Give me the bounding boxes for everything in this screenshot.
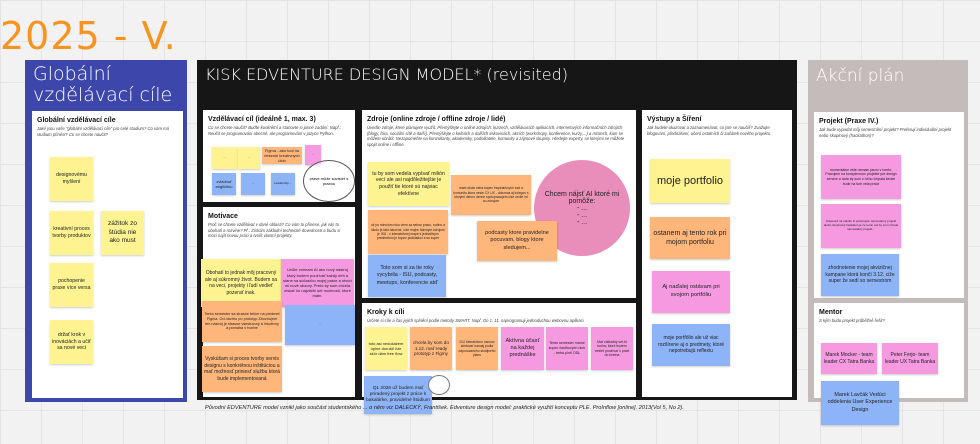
sticky-note[interactable]: ostanem aj tento rok pri mojom portfoliu xyxy=(650,217,730,259)
sticky-note[interactable]: ... xyxy=(212,147,237,169)
sticky-note[interactable]: Tento semester máme kopec časťkových úlo… xyxy=(546,327,588,370)
sticky-note[interactable]: Leadership ... xyxy=(271,173,295,195)
annotation-circle[interactable] xyxy=(428,375,450,395)
card-title: Globální vzdělávací cíle xyxy=(37,117,116,124)
sticky-note[interactable]: Marek Lavčák Vedúci oddelenia User Exper… xyxy=(821,381,899,425)
card-description: S kým budu projekt průběžně řešit? xyxy=(819,318,885,323)
sticky-note[interactable]: zvládnuť angličtinu xyxy=(212,173,236,195)
card-title: Projekt (Praxe IV.) xyxy=(819,118,879,125)
sticky-note[interactable]: držať krok v inováciách a učiť sa nové v… xyxy=(50,320,93,364)
sticky-note[interactable]: Q1 2026 už budem mať priradený projekt z… xyxy=(364,376,432,414)
card-description: Jak bude vypadat můj semestrální projekt… xyxy=(819,127,952,138)
sticky-note[interactable]: momentálne ešte nemám jasno v tomto. Pra… xyxy=(821,155,901,199)
sticky-note[interactable]: ... xyxy=(285,305,355,345)
card-description: Proč se chcete vzdělávat v dané oblasti?… xyxy=(208,222,341,239)
sticky-note[interactable]: ... xyxy=(241,173,265,195)
card-description: Co se chcete naučit? Buďte konkrétní a s… xyxy=(208,125,342,136)
sticky-note[interactable]: Tento semester sa strasne teším na predm… xyxy=(202,301,282,342)
sticky-note[interactable]: designovému myšlení xyxy=(50,157,93,201)
sticky-note[interactable]: moje portfolio xyxy=(650,159,730,203)
panel-title: KISK EDVENTURE DESIGN MODEL* (revisited) xyxy=(205,65,569,84)
sticky-note[interactable]: Peter Ferjo- team leader UX Tatra Banka xyxy=(882,343,938,374)
sticky-note[interactable]: podcasty ktore pravidelne pocuvam, blogy… xyxy=(477,221,557,261)
card-title: Zdroje (online zdroje / offline zdroje /… xyxy=(367,116,506,123)
sticky-note[interactable]: ISU interaktívnu osnovu sledovať nasoaj … xyxy=(456,327,498,370)
sticky-note[interactable]: Mať základný set AI toolov, ktoré budem … xyxy=(591,327,633,370)
sticky-note[interactable]: mam okolo seba kopec inspiratívnych ludí… xyxy=(451,175,531,215)
sticky-note[interactable]: Figma - ako tool na riešenie kreatívnych… xyxy=(262,147,302,164)
panel-title: Akční plán xyxy=(816,66,905,86)
card-title: Mentor xyxy=(819,309,843,316)
sticky-note[interactable]: kreativní proces tvorby produktov xyxy=(50,211,93,255)
card-title: Výstupy a Šíření xyxy=(647,116,702,123)
card-title: Vzdělávací cíl (ideálně 1, max. 3) xyxy=(208,116,316,123)
sticky-note[interactable]: zážitok zo štúdia nie ako must xyxy=(101,211,144,255)
annotation-circle[interactable]: prave môže suvisieť s praxou xyxy=(303,160,355,202)
sticky-note[interactable]: Toto som si za tie roky vycybrila - ISU,… xyxy=(368,255,446,297)
card-title: Motivace xyxy=(208,213,238,220)
sticky-note[interactable]: Obohatí to jednak môj pracovný ale aj sú… xyxy=(201,259,281,307)
sticky-note[interactable]: Odpoveď na otázku či preferujem samostat… xyxy=(821,204,901,248)
card-description: Určete si cíle a čas jejich splnění podl… xyxy=(367,318,584,323)
sticky-note[interactable]: ... xyxy=(238,147,260,169)
sticky-note[interactable]: pochopenie praxe více versa xyxy=(50,263,93,307)
card-description: Uveďte zdroje, které plánujete využít. P… xyxy=(367,125,625,148)
citation-text: Původní EDVENTURE model vznikl jako souč… xyxy=(205,405,684,411)
card-description: Jak budete ukazovat a zaznamenávat, co j… xyxy=(647,125,772,136)
sticky-note[interactable]: Marek Mocker - team leader CX Tatra Bank… xyxy=(821,343,877,374)
panel-title: Globální vzdělávací cíle xyxy=(33,63,173,106)
sticky-note[interactable]: toto asi nedokážem úplne dorušiť čže skô… xyxy=(365,327,407,370)
sticky-note[interactable]: Určite vnímam AI ako nový nástroj ktorý … xyxy=(281,259,354,307)
card-title: Kroky k cíli xyxy=(367,309,405,316)
sticky-note[interactable]: ... xyxy=(305,145,321,165)
sticky-note[interactable]: Vyskúšam si proces tvorby servis designu… xyxy=(202,346,282,392)
card-description: Jaké jsou vaše "globální vzdělávací cíle… xyxy=(37,126,169,137)
sticky-note[interactable]: moje portfólio ale už viac rozšírene aj … xyxy=(652,324,730,366)
sticky-note[interactable]: zhodnotenie mojej akvizičnej kampane kto… xyxy=(821,254,899,296)
sticky-note[interactable]: Aj naďalej ostávam pri svojom portfóliu xyxy=(652,271,730,313)
board-year-title: 2025 - V. xyxy=(0,14,177,58)
sticky-note[interactable]: už po minulom roku viem za sebou prácu, … xyxy=(368,210,448,254)
sticky-note[interactable]: chcela by som do 1.12. mať ready prototy… xyxy=(410,327,452,370)
sticky-note[interactable]: Aktívna účasť na každej prednáške xyxy=(501,327,544,370)
sticky-note[interactable]: tu by som vedela vypísať milión vecí ale… xyxy=(368,162,449,206)
